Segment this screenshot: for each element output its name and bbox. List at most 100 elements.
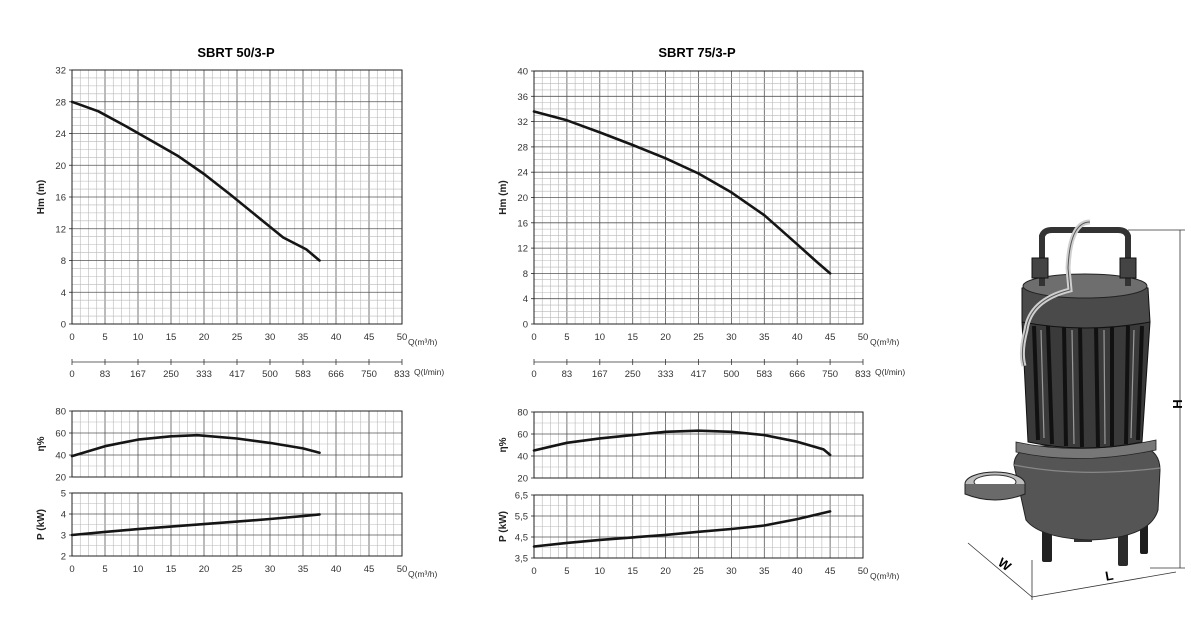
secondary-tick-label: 500 xyxy=(723,369,739,380)
series-line xyxy=(532,429,832,457)
y-tick-label: 32 xyxy=(517,117,528,128)
x-tick-label: 20 xyxy=(660,566,671,577)
secondary-tick-label: 333 xyxy=(196,369,212,380)
y-axis-label: P (kW) xyxy=(498,511,509,542)
efficiency-panel-sbrt-75: 20 40 60 80 η% xyxy=(498,408,864,485)
x-tick-label: 0 xyxy=(69,332,74,343)
x-tick-label: 10 xyxy=(595,332,606,343)
y-tick-label: 0 xyxy=(61,320,66,331)
x-axis-unit-label: Q(m³/h) xyxy=(870,337,899,347)
y-tick-label: 12 xyxy=(55,224,66,235)
x-tick-label: 50 xyxy=(858,566,869,577)
series-line xyxy=(70,513,321,537)
y-tick-label: 4 xyxy=(523,294,528,305)
y-axis-label: P (kW) xyxy=(36,509,47,540)
secondary-tick-label: 833 xyxy=(855,369,871,380)
x-tick-label: 0 xyxy=(531,566,536,577)
secondary-tick-label: 250 xyxy=(163,369,179,380)
secondary-tick-label: 83 xyxy=(562,369,573,380)
y-tick-label: 80 xyxy=(517,408,528,419)
secondary-tick-label: 417 xyxy=(229,369,245,380)
series-line xyxy=(532,510,832,548)
y-tick-label: 20 xyxy=(517,193,528,204)
length-dimension-label: L xyxy=(1104,567,1114,583)
x-tick-label: 5 xyxy=(102,564,107,575)
y-tick-label: 6,5 xyxy=(515,491,528,502)
x-tick-label: 30 xyxy=(726,332,737,343)
power-panel-sbrt-75: 3,5 4,5 5,5 6,5 P (kW) 0 5 10 15 20 25 30 35 40 45 50 Q(… xyxy=(498,491,899,582)
head-panel-sbrt-50: 0 4 8 12 16 20 24 28 32 Hm (m) 0 5 10 15 20 25 30 35 40 45 5… xyxy=(36,66,444,381)
plot-frame xyxy=(533,494,864,559)
y-tick-label: 3,5 xyxy=(515,554,528,565)
y-tick-label: 16 xyxy=(517,218,528,229)
x-tick-label: 20 xyxy=(199,564,210,575)
secondary-tick-label: 83 xyxy=(100,369,111,380)
x-tick-label: 25 xyxy=(693,566,704,577)
y-tick-label: 40 xyxy=(55,451,66,462)
y-tick-label: 0 xyxy=(523,320,528,331)
y-tick-label: 4,5 xyxy=(515,533,528,544)
secondary-tick-label: 0 xyxy=(69,369,74,380)
y-tick-label: 40 xyxy=(517,452,528,463)
y-tick-label: 20 xyxy=(55,473,66,484)
x-tick-label: 20 xyxy=(660,332,671,343)
x-tick-label: 0 xyxy=(69,564,74,575)
x-tick-label: 15 xyxy=(166,564,177,575)
y-tick-label: 12 xyxy=(517,244,528,255)
x-tick-label: 5 xyxy=(564,566,569,577)
x-tick-label: 45 xyxy=(364,564,375,575)
x-tick-label: 25 xyxy=(232,332,243,343)
x-tick-label: 35 xyxy=(759,332,770,343)
series-line xyxy=(70,433,321,458)
x-tick-label: 40 xyxy=(792,332,803,343)
y-tick-label: 40 xyxy=(517,67,528,78)
x-tick-label: 25 xyxy=(693,332,704,343)
y-axis-label: η% xyxy=(498,437,509,452)
dimension-lines xyxy=(967,229,1185,600)
secondary-tick-label: 250 xyxy=(625,369,641,380)
chart-title-sbrt-75: SBRT 75/3-P xyxy=(658,45,736,60)
secondary-tick-label: 333 xyxy=(658,369,674,380)
y-tick-label: 4 xyxy=(61,288,66,299)
secondary-tick-label: 583 xyxy=(756,369,772,380)
y-axis-label: η% xyxy=(36,436,47,451)
y-tick-label: 16 xyxy=(55,193,66,204)
x-axis-unit-label: Q(m³/h) xyxy=(870,571,899,581)
series-line xyxy=(70,100,321,262)
secondary-tick-label: 833 xyxy=(394,369,410,380)
y-tick-label: 28 xyxy=(517,142,528,153)
y-tick-label: 28 xyxy=(55,97,66,108)
x-tick-label: 35 xyxy=(298,332,309,343)
x-tick-label: 5 xyxy=(564,332,569,343)
secondary-tick-label: 666 xyxy=(328,369,344,380)
efficiency-panel-sbrt-50: 20 40 60 80 η% xyxy=(36,407,403,484)
secondary-tick-label: 417 xyxy=(691,369,707,380)
secondary-tick-label: 500 xyxy=(262,369,278,380)
chart-title-sbrt-50: SBRT 50/3-P xyxy=(197,45,275,60)
y-tick-label: 80 xyxy=(55,407,66,418)
secondary-tick-label: 167 xyxy=(592,369,608,380)
y-tick-label: 8 xyxy=(523,269,528,280)
y-axis-label: Hm (m) xyxy=(498,180,509,214)
x-tick-label: 45 xyxy=(825,566,836,577)
head-panel-sbrt-75: 0 4 8 12 16 20 24 28 32 36 40 Hm (m) 0 5 10 15 20 25 30 35 4… xyxy=(498,67,905,381)
y-tick-label: 4 xyxy=(61,510,66,521)
y-tick-label: 20 xyxy=(55,161,66,172)
x-tick-label: 30 xyxy=(265,332,276,343)
plot-frame xyxy=(71,492,403,557)
width-dimension-label: W xyxy=(995,555,1014,575)
y-tick-label: 60 xyxy=(55,429,66,440)
x-tick-label: 30 xyxy=(265,564,276,575)
y-tick-label: 36 xyxy=(517,92,528,103)
x-tick-label: 20 xyxy=(199,332,210,343)
secondary-axis-unit-label: Q(l/min) xyxy=(875,367,905,377)
x-tick-label: 10 xyxy=(133,332,144,343)
secondary-tick-label: 167 xyxy=(130,369,146,380)
y-tick-label: 2 xyxy=(61,552,66,563)
x-tick-label: 35 xyxy=(298,564,309,575)
x-tick-label: 50 xyxy=(397,332,408,343)
secondary-tick-label: 583 xyxy=(295,369,311,380)
x-axis-unit-label: Q(m³/h) xyxy=(408,569,437,579)
height-dimension-label: H xyxy=(1170,399,1185,408)
